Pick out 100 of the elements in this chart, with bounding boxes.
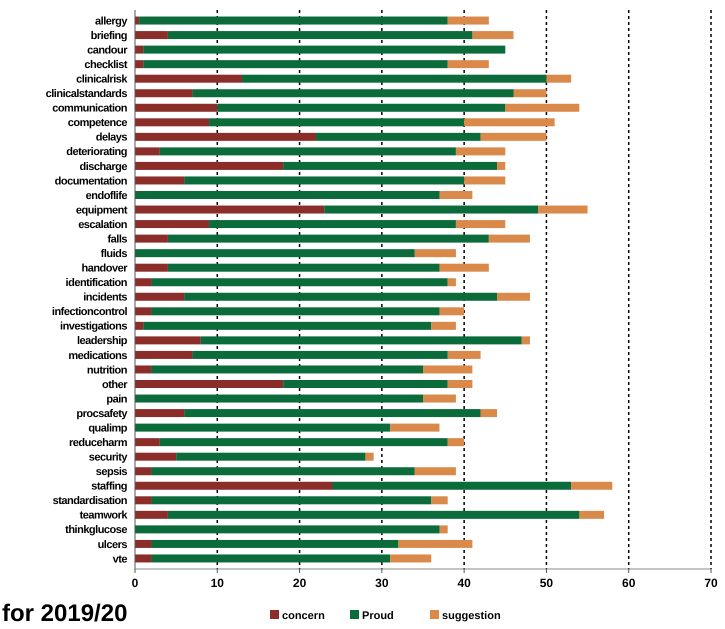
bar [242,74,546,83]
y-tick-label: investigations [60,320,128,333]
y-tick-label: sepsis [96,466,128,478]
text: for 2019/20 [2,600,128,627]
bar [135,496,152,504]
bar [135,452,176,461]
legend-label: Proud [362,610,394,622]
bar [168,234,489,243]
bar [464,176,506,184]
bar [151,307,440,316]
bar [135,46,144,54]
bar [151,278,448,286]
y-tick-label: qualimp [88,422,128,434]
y-tick-label: identification [66,277,128,290]
bar [151,554,390,562]
bar [168,31,472,40]
x-tick-label: 20 [292,576,307,590]
bar [184,176,464,184]
y-tick-label: discharge [80,160,128,173]
bar [151,540,398,548]
bar [135,365,152,374]
bar [176,452,366,461]
bar [497,162,506,170]
bar [497,292,530,301]
bar [168,264,440,272]
bar [488,234,530,243]
x-tick-label: 10 [210,576,224,590]
y-tick-label: nutrition [86,364,128,376]
bar [365,452,374,461]
bar [135,510,168,519]
bar [143,46,506,54]
bar [480,132,546,141]
y-tick-label: procsafety [76,408,128,420]
x-tick-label: 0 [132,576,139,590]
bar [135,74,242,83]
bar [324,206,538,214]
bar [414,249,456,258]
bar [464,118,555,126]
bar [135,322,144,330]
bar [217,104,506,112]
legend-label: concern [282,610,326,622]
y-tick-label: thinkglucose [65,524,128,536]
y-tick-label: equipment [76,204,128,216]
y-tick-label: checklist [84,59,128,72]
x-tick-label: 60 [622,576,636,590]
y-tick-label: escalation [78,218,128,231]
bar [522,336,530,344]
bar [192,89,514,98]
bar [151,496,432,504]
bar [439,525,448,534]
bar [200,336,522,344]
y-tick-label: communication [52,102,128,115]
y-tick-label: competence [68,117,128,130]
bar [538,206,588,214]
bar [546,74,572,83]
bar [135,438,160,446]
bar [135,249,415,258]
bar [135,424,390,432]
bar [332,482,572,490]
bar [135,191,440,199]
y-tick-label: clinicalstandards [46,88,128,100]
bar [283,162,498,170]
bar [139,16,448,25]
bar [571,482,612,490]
bar [448,380,472,388]
bar [448,278,456,286]
y-tick-label: delays [96,132,128,144]
bar [135,482,332,490]
bar [135,31,168,40]
bar [135,118,210,126]
bar [480,409,498,418]
bar [135,307,152,316]
y-tick-label: leadership [76,335,128,348]
bar [472,31,514,40]
bar [423,394,456,403]
bar [390,424,440,432]
bar [160,438,448,446]
legend-label: suggestion [442,610,501,622]
y-tick-label: fluids [100,248,128,260]
bar [184,292,498,301]
bar [316,132,481,141]
y-tick-label: handover [81,262,128,275]
bar [151,365,423,374]
y-tick-label: standardisation [52,495,128,508]
y-tick-label: security [88,452,128,464]
y-tick-label: candour [87,44,128,56]
bar [135,264,168,272]
x-tick-label: 50 [540,576,554,590]
bar [390,554,432,562]
bar [456,147,506,156]
bar [135,394,423,403]
y-tick-label: other [102,378,128,391]
x-tick-label: 30 [375,576,389,590]
bar [135,162,284,170]
bar [151,467,415,476]
bar [414,467,456,476]
bar [135,278,152,286]
y-tick-label: vte [112,553,128,566]
bar [579,510,604,519]
bar [448,438,464,446]
